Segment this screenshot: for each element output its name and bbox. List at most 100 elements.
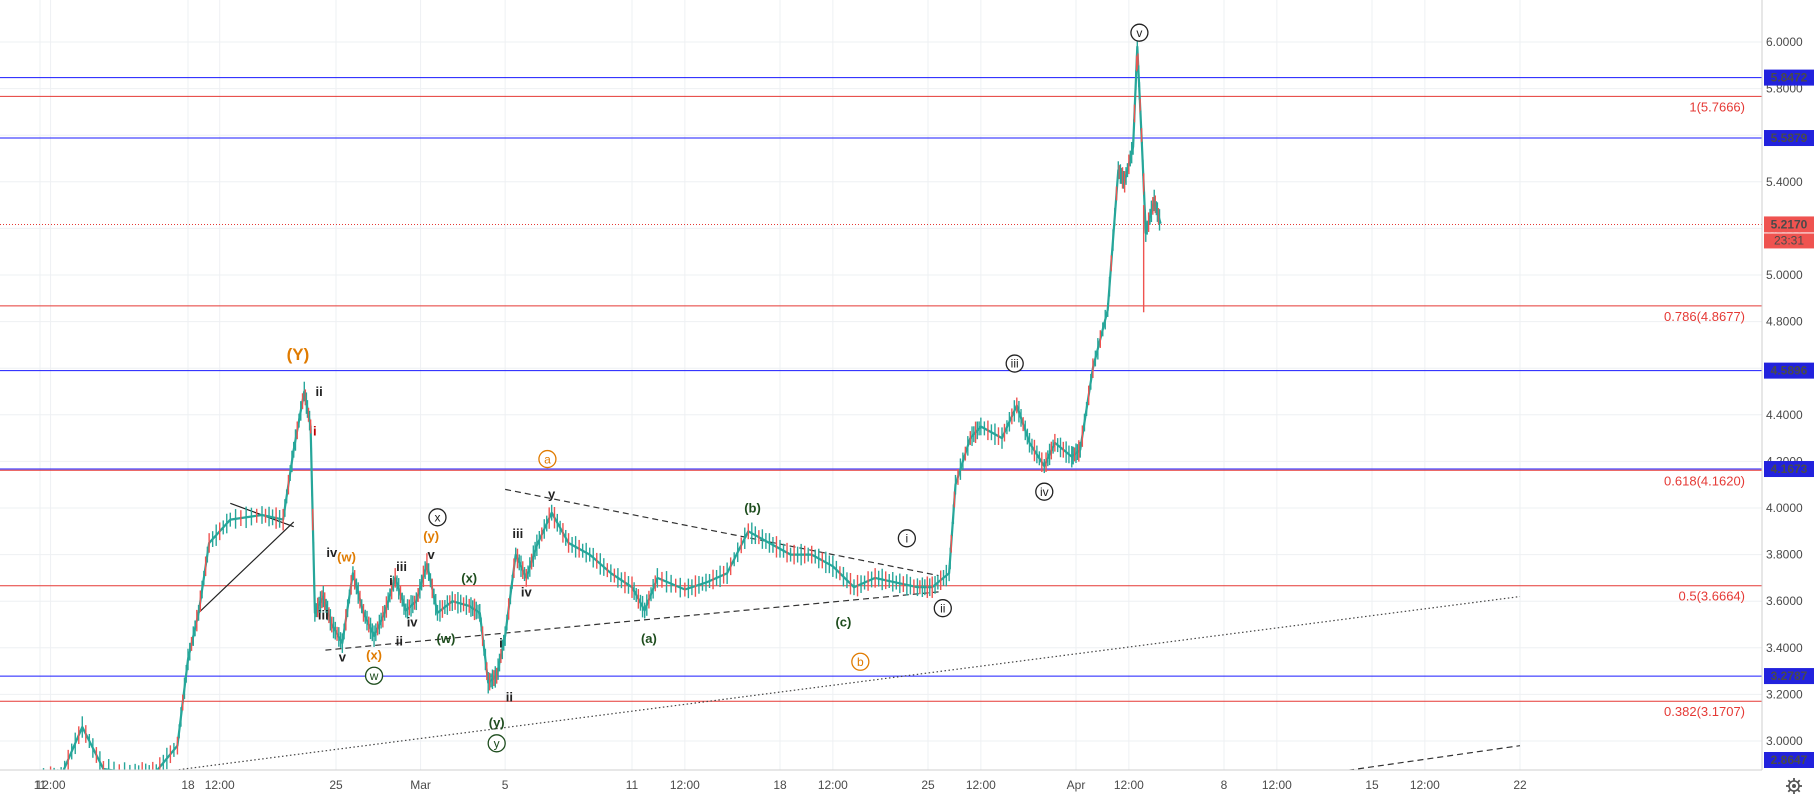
time-tick-label: 12:00: [36, 778, 66, 792]
level-badge: [1764, 362, 1814, 379]
wave-label: iv: [407, 615, 419, 630]
level-badge-text: 2.8647: [1771, 753, 1808, 767]
trend-line: [505, 488, 939, 577]
wave-label-circle: [538, 449, 557, 469]
trend-line: [198, 521, 295, 614]
fib-level-label: 1(5.7666): [1689, 99, 1745, 114]
wave-label: ii: [315, 384, 322, 399]
time-tick-label: 12:00: [966, 778, 996, 792]
time-tick-label: Apr: [1067, 778, 1086, 792]
wave-label: i: [389, 573, 393, 588]
level-badge-text: 4.5896: [1771, 364, 1808, 378]
gear-icon[interactable]: [1786, 778, 1802, 794]
countdown-text: 23:31: [1774, 233, 1804, 247]
time-tick-label: 25: [329, 778, 343, 792]
wave-label: x: [434, 511, 440, 525]
price-tick-label: 3.0000: [1766, 734, 1803, 748]
fib-level-label: 0.786(4.8677): [1664, 309, 1745, 324]
wave-label: y: [494, 737, 500, 751]
level-badge: [1764, 130, 1814, 147]
wave-label-circle: [1035, 482, 1054, 501]
time-tick-label: 11: [626, 778, 639, 792]
wave-label-circle: [1005, 354, 1024, 373]
time-tick-label: 18: [181, 778, 195, 792]
wave-label: iii: [1011, 357, 1019, 371]
wave-label: iv: [326, 545, 338, 560]
level-badge-text: 4.1673: [1771, 462, 1808, 476]
time-tick-label: 12:00: [1114, 778, 1144, 792]
time-tick-label: 12:00: [1410, 778, 1440, 792]
fib-level-label: 0.5(3.6664): [1679, 589, 1746, 604]
price-series: [39, 36, 1162, 788]
price-tick-label: 6.0000: [1766, 35, 1803, 49]
wave-label-circle: [851, 652, 870, 671]
price-tick-label: 4.0000: [1766, 501, 1803, 515]
wave-label-circle: [897, 529, 917, 548]
time-tick-label: Mar: [410, 778, 431, 792]
time-tick-label: 8: [1221, 778, 1228, 792]
wave-label-circle: [364, 666, 384, 685]
wave-label: a: [544, 452, 551, 466]
countdown-badge: [1764, 233, 1814, 249]
wave-label: i: [906, 531, 909, 545]
wave-label: (x): [366, 647, 382, 662]
time-tick-label: 12:00: [818, 778, 848, 792]
time-axis[interactable]: [0, 769, 1762, 800]
wave-label-circle: [487, 734, 506, 753]
price-tick-label: 4.8000: [1766, 315, 1803, 329]
wave-label: ii: [396, 633, 403, 648]
last-price-badge: [1764, 216, 1814, 233]
wave-label: (b): [744, 501, 761, 516]
price-tick-label: 3.2000: [1766, 687, 1803, 701]
wave-label: (c): [835, 615, 851, 630]
wave-label: ii: [506, 689, 513, 704]
wave-label: ii: [940, 601, 945, 615]
wave-label: iii: [512, 526, 523, 541]
level-badge: [1764, 69, 1814, 86]
wave-label: (x): [461, 570, 477, 585]
wave-label: (w): [437, 631, 456, 646]
fib-level-label: 0.382(3.1707): [1664, 704, 1745, 719]
wave-label: v: [339, 650, 347, 665]
wave-label: iv: [521, 584, 533, 599]
level-badge-text: 5.8472: [1771, 71, 1808, 85]
price-tick-label: 3.6000: [1766, 594, 1803, 608]
wave-label: v: [1136, 26, 1142, 40]
time-axis-background: [0, 770, 1762, 800]
level-badge-text: 3.2787: [1771, 669, 1808, 683]
wave-label: (a): [641, 631, 657, 646]
wave-label: iv: [1040, 485, 1049, 499]
trend-line: [325, 591, 939, 651]
wave-label: i: [313, 424, 317, 439]
price-tick-label: 3.8000: [1766, 548, 1803, 562]
wave-label: iii: [318, 608, 329, 623]
last-price-text: 5.2170: [1771, 217, 1808, 231]
time-tick-label: 12:00: [1262, 778, 1292, 792]
level-badge: [1764, 752, 1814, 768]
time-tick-label: 25: [921, 778, 935, 792]
price-tick-label: 4.4000: [1766, 408, 1803, 422]
time-tick-label: 12:00: [205, 778, 235, 792]
wave-label: (y): [423, 529, 439, 544]
price-tick-label: 3.4000: [1766, 641, 1803, 655]
price-tick-label: 5.0000: [1766, 268, 1803, 282]
time-tick-label: 15: [1365, 778, 1379, 792]
price-tick-label: 5.4000: [1766, 175, 1803, 189]
wave-label-circle: [428, 508, 447, 527]
time-tick-label: 11: [34, 778, 47, 792]
time-tick-label: 5: [502, 778, 509, 792]
wave-label: w: [369, 669, 379, 683]
time-tick-label: 12:00: [670, 778, 700, 792]
level-badge-text: 5.5879: [1771, 131, 1808, 145]
fib-level-label: 0.618(4.1620): [1664, 473, 1745, 488]
wave-label: i: [499, 636, 503, 651]
wave-label: iii: [396, 559, 407, 574]
wave-label: (Y): [287, 345, 310, 364]
time-tick-label: 18: [773, 778, 787, 792]
level-badge: [1764, 461, 1814, 478]
wave-label: (w): [337, 549, 356, 564]
wave-label-circle: [1130, 23, 1149, 42]
